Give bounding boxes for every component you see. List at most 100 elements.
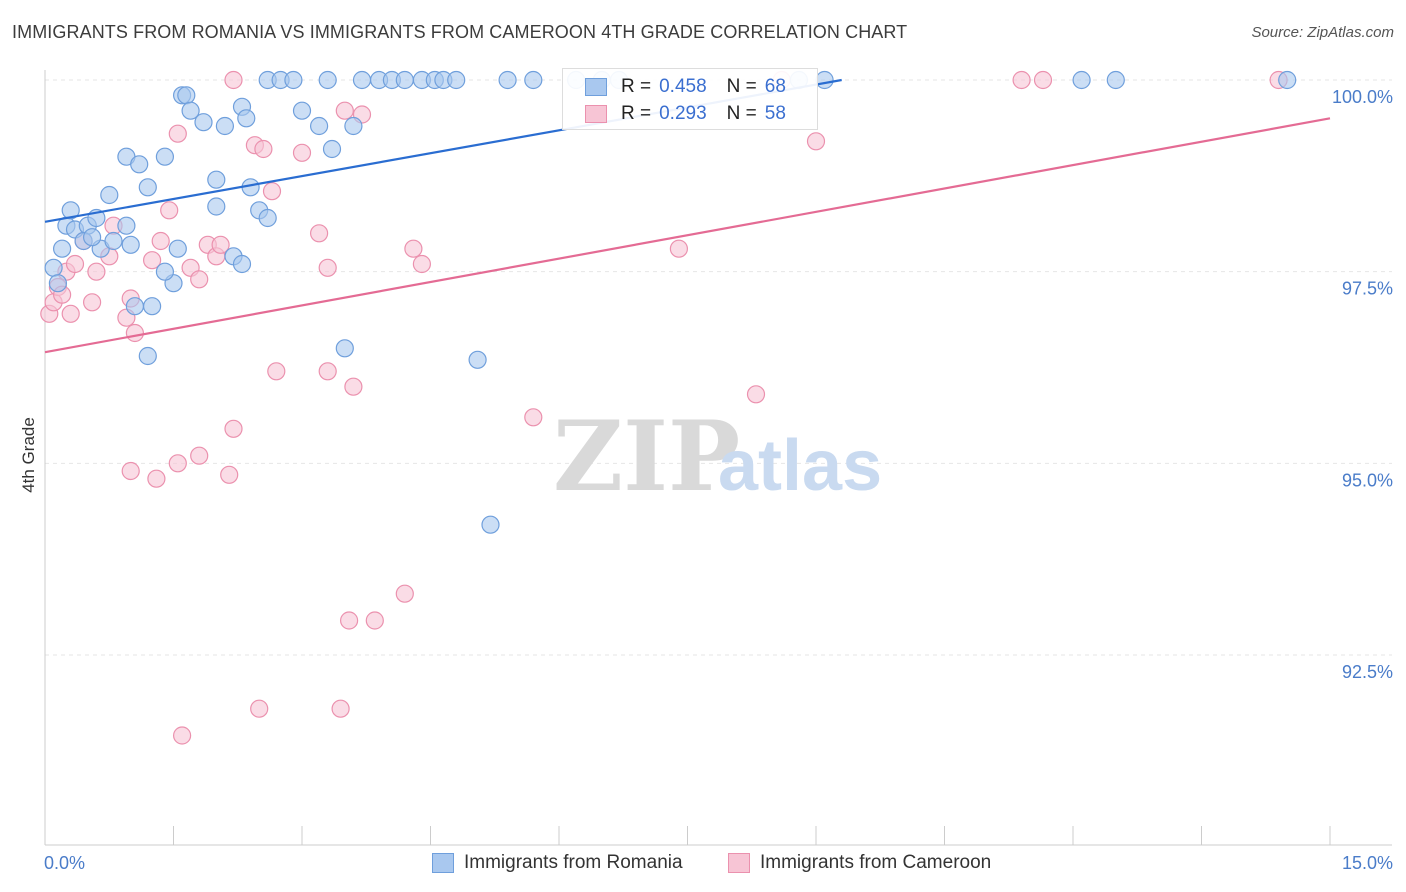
legend-row-romania: R = 0.458 N = 68 [585,75,786,99]
n-label: N = [726,103,757,124]
cameroon-point [335,101,354,120]
cameroon-point [168,454,187,473]
cameroon-point [254,139,273,159]
romania-point [447,70,466,90]
romania-point [498,70,517,90]
cameroon-point [82,293,102,312]
cameroon-swatch [585,105,607,123]
cameroon-point [340,611,359,630]
romania-point [284,70,303,90]
watermark: ZIP atlas [553,400,882,513]
romania-point [335,339,354,358]
chart-title: IMMIGRANTS FROM ROMANIA VS IMMIGRANTS FR… [12,22,908,42]
romania-point [155,147,174,166]
y-tick-label: 95.0% [1342,470,1393,490]
romania-point [344,116,363,136]
cameroon-point [211,235,230,254]
r-label: R = [621,103,652,124]
romania-point [155,262,174,281]
n-label: N = [726,76,757,97]
romania-swatch [585,78,607,96]
r-label: R = [621,76,652,97]
romania-point [61,201,80,220]
cameroon-point [87,262,106,281]
n-value-romania: 68 [764,76,786,97]
romania-point [1106,70,1125,90]
cameroon-point [224,419,243,438]
cameroon-point [292,143,312,162]
cameroon-point [250,699,269,718]
y-axis-label: 4th Grade [19,417,38,493]
romania-point [468,350,487,369]
cameroon-point [318,258,337,277]
cameroon-point [173,726,192,745]
romania-point [138,178,157,197]
grid-lines [45,79,1392,656]
romania-point [815,70,834,90]
cameroon-point [404,239,423,258]
romania-point [292,101,312,120]
romania-legend-swatch [432,853,454,873]
romania-point [143,297,162,316]
cameroon-point [669,239,689,258]
romania-point [1278,70,1297,90]
cameroon-point [344,377,363,396]
cameroon-point [147,469,166,488]
cameroon-point [220,465,239,484]
y-tick-label: 92.5% [1342,662,1393,682]
cameroon-point [151,231,170,251]
cameroon-point [160,201,179,220]
cameroon-point [1033,70,1053,90]
romania-point [121,235,140,254]
cameroon-point [746,385,766,404]
romania-point [258,208,277,228]
n-value-cameroon: 58 [764,103,786,124]
romania-point [44,258,63,277]
cameroon-point [168,124,187,143]
romania-point [48,274,68,293]
cameroon-point [121,461,140,481]
source-credit: Source: ZipAtlas.com [1251,24,1394,41]
cameroon-points [40,70,1288,745]
romania-point [168,239,187,258]
romania-point [215,116,234,136]
romania-point [207,170,226,189]
cameroon-legend-label: Immigrants from Cameroon [760,852,992,873]
romania-point [177,86,196,105]
cameroon-point [143,251,162,270]
romania-point [207,197,226,216]
tick-labels: 92.5% 95.0% 97.5% 100.0% 0.0% 15.0% [44,87,1393,873]
romania-point [138,346,157,366]
cameroon-point [395,584,414,603]
cameroon-point [524,408,543,427]
romania-point [318,70,337,90]
x-tick-label: 0.0% [44,853,85,873]
romania-point [232,254,252,274]
romania-point [310,116,329,136]
romania-point [117,216,136,235]
romania-legend-label: Immigrants from Romania [464,852,683,873]
romania-point [82,228,102,247]
cameroon-trend-line [44,117,1331,354]
cameroon-point [806,132,826,151]
cameroon-point [331,699,350,718]
romania-point [524,70,543,90]
romania-point [322,139,342,159]
cameroon-point [318,362,337,381]
romania-point [352,70,372,90]
r-value-cameroon: 0.293 [659,103,707,124]
y-tick-label: 97.5% [1342,279,1393,299]
bottom-legend-romania: Immigrants from Romania [432,852,683,874]
y-tick-label: 100.0% [1332,87,1393,107]
cameroon-point [1012,70,1031,90]
axes [44,70,1392,846]
cameroon-point [224,70,243,90]
cameroon-point [310,224,329,243]
bottom-legend-cameroon: Immigrants from Cameroon [728,852,991,874]
romania-point [100,185,119,205]
watermark-atlas: atlas [718,426,882,506]
watermark-zip: ZIP [553,400,740,513]
cameroon-point [190,270,209,289]
cameroon-point [267,362,286,381]
